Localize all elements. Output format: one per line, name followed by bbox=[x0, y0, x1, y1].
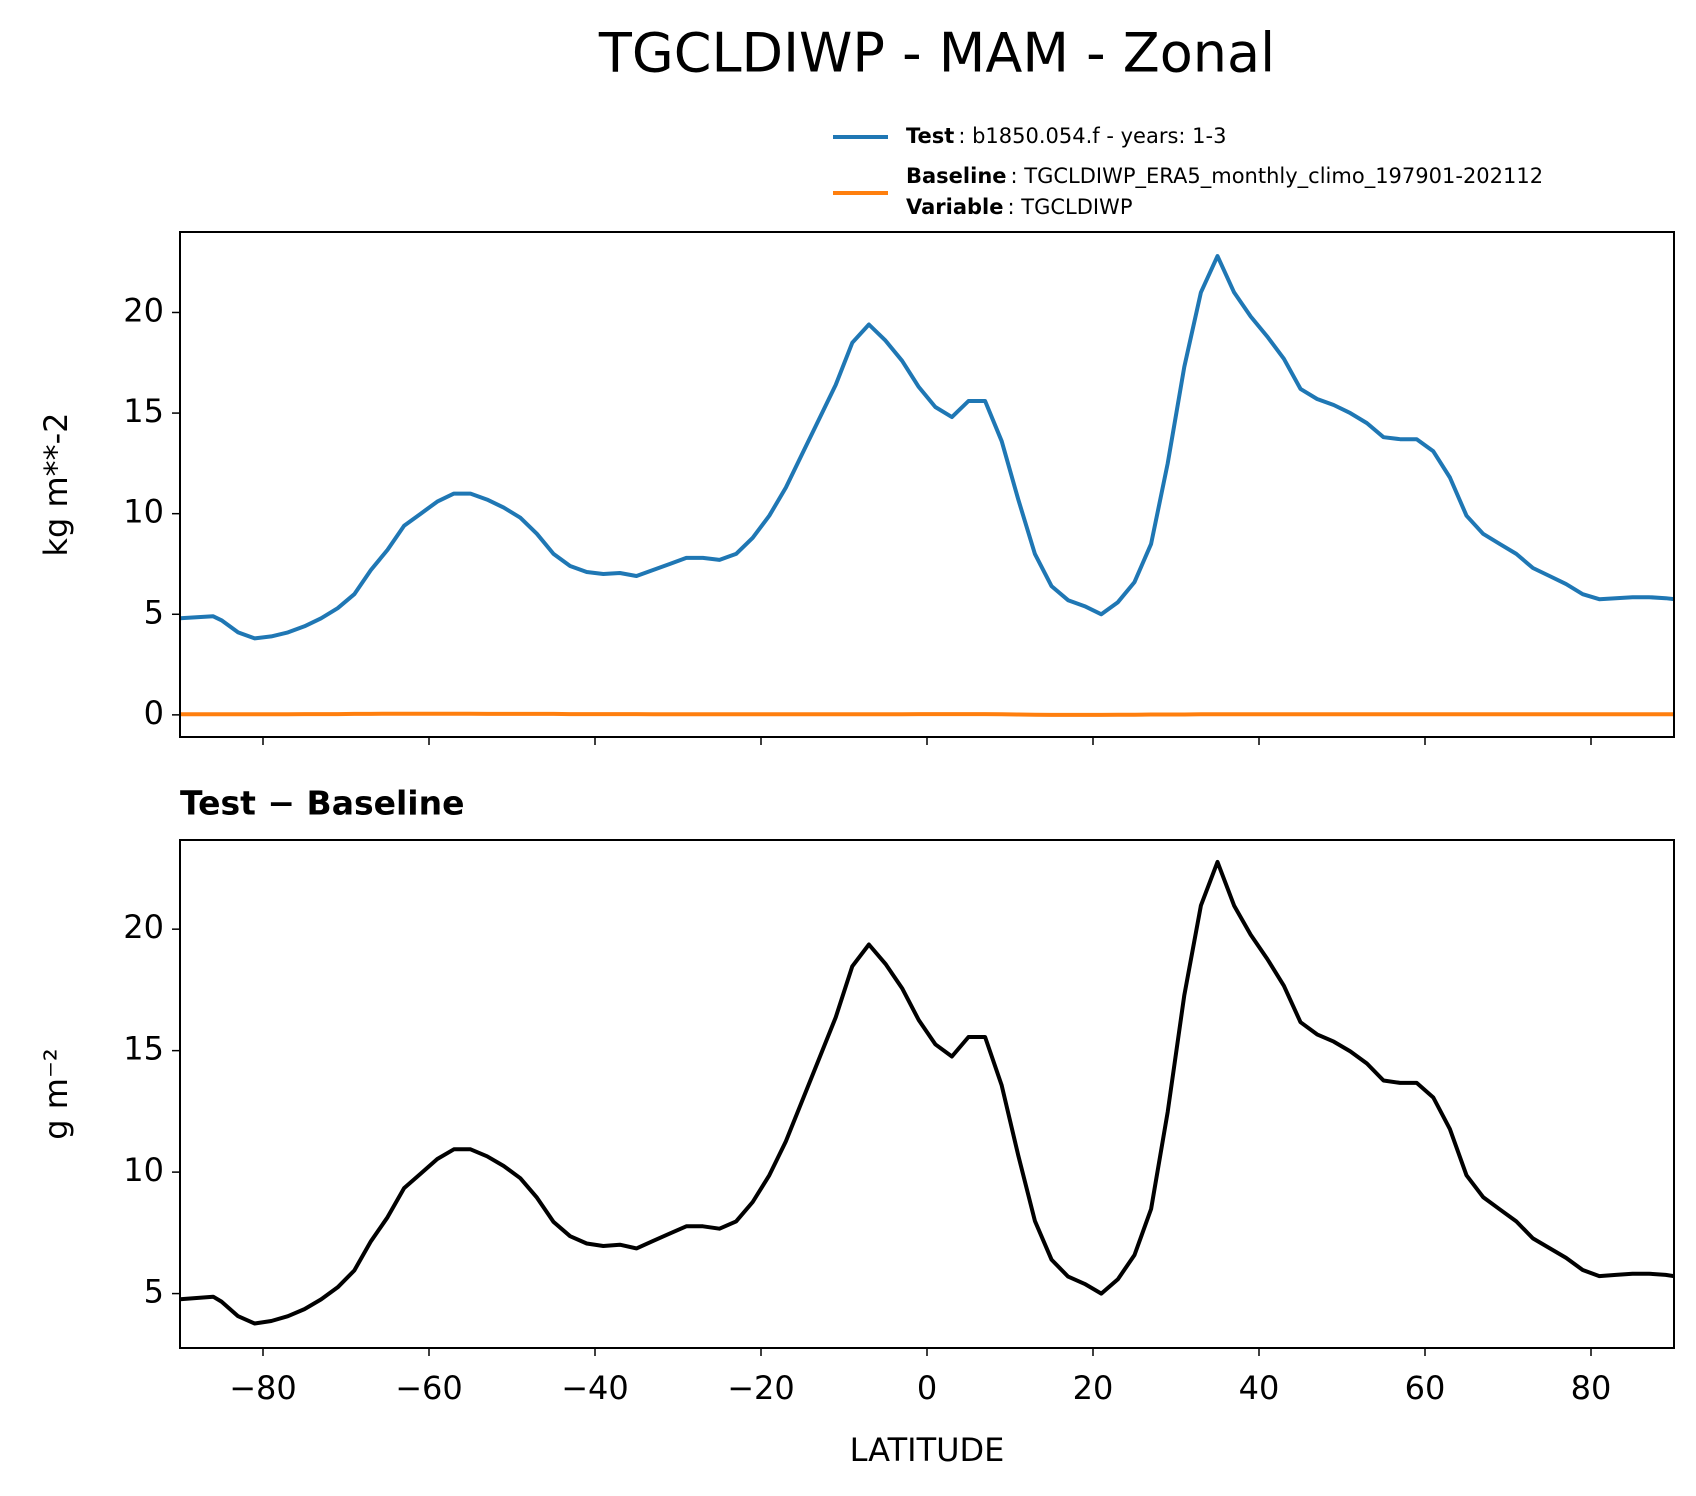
y-tick-label: 20 bbox=[123, 291, 164, 329]
x-tick-label: 20 bbox=[1073, 1369, 1114, 1407]
legend-label: Variable: TGCLDIWP bbox=[906, 195, 1133, 219]
y-tick-label: 20 bbox=[123, 908, 164, 946]
legend-text: : TGCLDIWP_ERA5_monthly_climo_197901-202… bbox=[1011, 164, 1544, 189]
axes-frame bbox=[179, 231, 1675, 738]
legend-key: Variable bbox=[906, 195, 1003, 219]
y-tick-label: 5 bbox=[144, 593, 164, 631]
legend-key: Test bbox=[906, 124, 954, 148]
x-tick-label: 80 bbox=[1571, 1369, 1612, 1407]
y-tick-label: 10 bbox=[123, 493, 164, 531]
data-line bbox=[180, 254, 1674, 641]
y-tick-label: 5 bbox=[144, 1273, 164, 1311]
x-tick-label: −20 bbox=[727, 1369, 795, 1407]
legend-text: : TGCLDIWP bbox=[1007, 195, 1132, 219]
data-line bbox=[180, 859, 1674, 1326]
x-tick-label: −80 bbox=[229, 1369, 297, 1407]
subplot-title: Test − Baseline bbox=[180, 784, 465, 823]
y-tick-label: 0 bbox=[144, 694, 164, 732]
data-line bbox=[180, 711, 1674, 717]
legend-text: : b1850.054.f - years: 1-3 bbox=[958, 124, 1226, 148]
y-axis-label: g m⁻² bbox=[37, 1048, 75, 1139]
y-tick-label: 15 bbox=[123, 392, 164, 430]
x-tick-label: 40 bbox=[1239, 1369, 1280, 1407]
y-axis-label: kg m**-2 bbox=[37, 412, 75, 556]
x-axis-label: LATITUDE bbox=[850, 1431, 1005, 1469]
y-tick-label: 10 bbox=[123, 1151, 164, 1189]
x-tick-label: 0 bbox=[917, 1369, 937, 1407]
y-tick-label: 15 bbox=[123, 1030, 164, 1068]
axes-frame bbox=[179, 839, 1675, 1349]
figure-title: TGCLDIWP - MAM - Zonal bbox=[598, 22, 1275, 85]
legend-key: Baseline bbox=[906, 164, 1007, 188]
x-tick-label: 60 bbox=[1405, 1369, 1446, 1407]
x-tick-label: −40 bbox=[561, 1369, 629, 1407]
legend-label: Baseline: TGCLDIWP_ERA5_monthly_climo_19… bbox=[906, 164, 1543, 189]
x-tick-label: −60 bbox=[395, 1369, 463, 1407]
legend-label: Test: b1850.054.f - years: 1-3 bbox=[906, 124, 1226, 148]
